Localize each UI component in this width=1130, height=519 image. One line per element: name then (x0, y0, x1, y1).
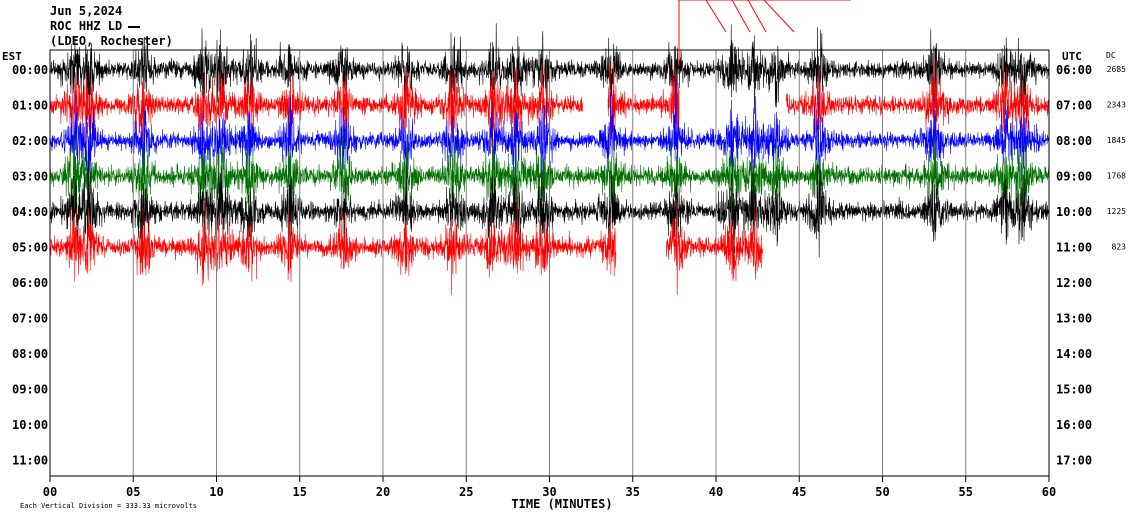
utc-row-label: 16:00 (1056, 418, 1092, 432)
x-tick-label: 40 (709, 485, 723, 499)
marker-line (747, 0, 767, 33)
marker-line (763, 0, 795, 33)
dc-offset-label: 1845 (1107, 136, 1126, 145)
est-row-label: 11:00 (12, 454, 48, 468)
est-row-label: 05:00 (12, 241, 48, 255)
scale-note: Each Vertical Division = 333.33 microvol… (20, 502, 197, 510)
est-row-label: 01:00 (12, 99, 48, 113)
utc-row-label: 08:00 (1056, 134, 1092, 148)
axis-labels: 00:00 01:00 02:00 03:00 04:00 05:00 06:00 07:00… (12, 63, 1126, 499)
x-tick-label: 50 (875, 485, 889, 499)
est-row-label: 07:00 (12, 312, 48, 326)
utc-row-label: 11:00 (1056, 241, 1092, 255)
dc-offset-label: 1768 (1107, 172, 1126, 181)
utc-row-label: 17:00 (1056, 454, 1092, 468)
utc-row-label: 15:00 (1056, 383, 1092, 397)
marker-line (731, 0, 751, 33)
x-tick-label: 60 (1042, 485, 1056, 499)
x-tick-label: 25 (459, 485, 473, 499)
x-tick-label: 20 (376, 485, 390, 499)
utc-axis-label: UTC (1062, 50, 1082, 63)
est-row-label: 04:00 (12, 205, 48, 219)
x-axis-title: TIME (MINUTES) (511, 497, 612, 511)
x-tick-label: 30 (542, 485, 556, 499)
trace-row-5 (49, 199, 763, 295)
est-row-label: 09:00 (12, 383, 48, 397)
x-tick-label: 55 (959, 485, 973, 499)
dc-offset-label: 2343 (1107, 101, 1126, 110)
utc-row-label: 10:00 (1056, 205, 1092, 219)
est-axis-label: EST (2, 50, 22, 63)
utc-row-label: 14:00 (1056, 347, 1092, 361)
network-label: (LDEO, Rochester) (50, 34, 173, 48)
x-tick-label: 05 (126, 485, 140, 499)
x-tick-label: 10 (209, 485, 223, 499)
est-row-label: 02:00 (12, 134, 48, 148)
dc-offset-label: 823 (1112, 243, 1127, 252)
dc-column-label: DC (1106, 51, 1116, 60)
dc-offset-label: 2685 (1107, 65, 1126, 74)
marker-line (705, 0, 727, 33)
utc-row-label: 06:00 (1056, 63, 1092, 77)
station-label: ROC HHZ LD (50, 19, 122, 33)
x-tick-label: 45 (792, 485, 806, 499)
est-row-label: 00:00 (12, 63, 48, 77)
dc-offset-label: 1225 (1107, 207, 1126, 216)
utc-row-label: 12:00 (1056, 276, 1092, 290)
est-row-label: 10:00 (12, 418, 48, 432)
est-row-label: 08:00 (12, 347, 48, 361)
date-label: Jun 5,2024 (50, 4, 122, 18)
x-tick-label: 00 (43, 485, 57, 499)
utc-row-label: 09:00 (1056, 170, 1092, 184)
x-tick-label: 15 (293, 485, 307, 499)
vertical-grid (132, 50, 967, 476)
utc-row-label: 13:00 (1056, 312, 1092, 326)
est-row-label: 06:00 (12, 276, 48, 290)
est-row-label: 03:00 (12, 170, 48, 184)
utc-row-label: 07:00 (1056, 99, 1092, 113)
x-tick-label: 35 (626, 485, 640, 499)
event-marker-lines (678, 0, 851, 66)
